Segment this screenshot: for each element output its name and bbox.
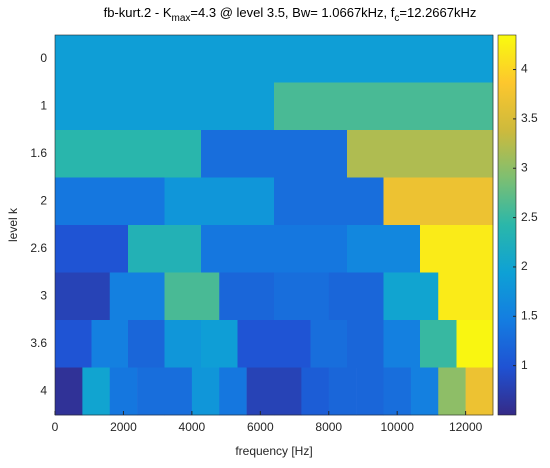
heatmap-cell (356, 367, 384, 416)
title-subscript: max (172, 13, 191, 24)
heatmap-cell (438, 367, 466, 416)
heatmap-cell (383, 272, 439, 321)
heatmap-cell (347, 130, 494, 178)
heatmap-cell (328, 367, 357, 416)
heatmap-cell (109, 367, 138, 416)
heatmap-cell (55, 130, 202, 178)
heatmap-cell (237, 320, 275, 368)
heatmap-cell (109, 272, 165, 321)
heatmap-cell (274, 82, 494, 131)
heatmap-cell (456, 320, 494, 368)
heatmap-cell (438, 272, 494, 321)
heatmap-cell (164, 367, 193, 416)
heatmap-cell (420, 225, 494, 273)
heatmap-cell (55, 177, 165, 226)
x-tick-label: 4000 (179, 420, 206, 434)
y-axis-label: level k (6, 207, 20, 242)
y-tick-label: 1 (40, 98, 47, 112)
heatmap-cell (55, 367, 83, 416)
plot-frame (54, 34, 494, 416)
heatmap-cell (201, 225, 275, 273)
heatmap-cell (465, 367, 494, 416)
heatmap-cell (383, 320, 421, 368)
y-tick-label: 0 (40, 51, 47, 65)
colorbar-tick-label: 3.5 (521, 111, 538, 125)
heatmap-cell (82, 367, 111, 416)
title-text: =4.3 @ level 3.5, Bw= 1.0667kHz, f (190, 5, 394, 20)
heatmap-cell (347, 225, 421, 273)
y-tick-label: 4 (40, 383, 47, 397)
y-tick-label: 3 (40, 288, 47, 302)
x-tick-label: 12000 (449, 420, 483, 434)
colorbar-tick-label: 4 (521, 62, 528, 76)
x-tick-label: 6000 (247, 420, 274, 434)
y-tick-label: 2 (40, 193, 47, 207)
heatmap-cell (310, 320, 348, 368)
heatmap-cell (274, 177, 384, 226)
colorbar-tick-label: 3 (521, 160, 528, 174)
title-subscript: c (394, 13, 399, 24)
title-text: fb-kurt.2 - K (104, 5, 172, 20)
y-tick-label: 1.6 (30, 146, 47, 160)
heatmap-cell (191, 367, 220, 416)
heatmap-cell (274, 367, 302, 416)
x-tick-label: 0 (52, 420, 59, 434)
heatmap-cell (347, 320, 384, 368)
heatmap-cell (328, 272, 384, 321)
x-tick-label: 10000 (381, 420, 415, 434)
colorbar-tick-label: 1 (521, 358, 528, 372)
heatmap-cell (410, 367, 439, 416)
x-axis-label: frequency [Hz] (235, 444, 312, 458)
y-tick-label: 3.6 (30, 336, 47, 350)
colorbar-tick-label: 1.5 (521, 308, 538, 322)
heatmap-cell (301, 367, 330, 416)
heatmap-cell (164, 177, 275, 226)
heatmap-cell (137, 367, 165, 416)
colorbar-tick-label: 2.5 (521, 210, 538, 224)
heatmap-cell (164, 272, 220, 321)
heatmap-cell (246, 367, 275, 416)
x-tick-label: 8000 (315, 420, 342, 434)
heatmap-cell (164, 320, 202, 368)
heatmap-cell (274, 272, 330, 321)
colorbar-tick-label: 2 (521, 259, 528, 273)
heatmap-cell (128, 225, 202, 273)
heatmap-cell (420, 320, 457, 368)
heatmap-cell (201, 130, 348, 178)
heatmap-cell (274, 320, 311, 368)
x-tick-label: 2000 (110, 420, 137, 434)
heatmap-cell (55, 272, 111, 321)
heatmap-cell (128, 320, 165, 368)
heatmap-cell (219, 272, 275, 321)
heatmap-cell (55, 225, 129, 273)
heatmap-cell (55, 82, 275, 131)
heatmap-cell (55, 320, 92, 368)
chart-title: fb-kurt.2 - Kmax=4.3 @ level 3.5, Bw= 1.… (104, 5, 477, 23)
colorbar (497, 34, 517, 416)
heatmap-cell (274, 225, 348, 273)
y-tick-label: 2.6 (30, 241, 47, 255)
heatmap-cell (201, 320, 238, 368)
heatmap-cell (91, 320, 129, 368)
heatmap-cell (55, 35, 494, 83)
title-text: =12.2667kHz (399, 5, 476, 20)
heatmap-cell (383, 177, 494, 226)
heatmap-cell (383, 367, 412, 416)
heatmap-cell (219, 367, 247, 416)
